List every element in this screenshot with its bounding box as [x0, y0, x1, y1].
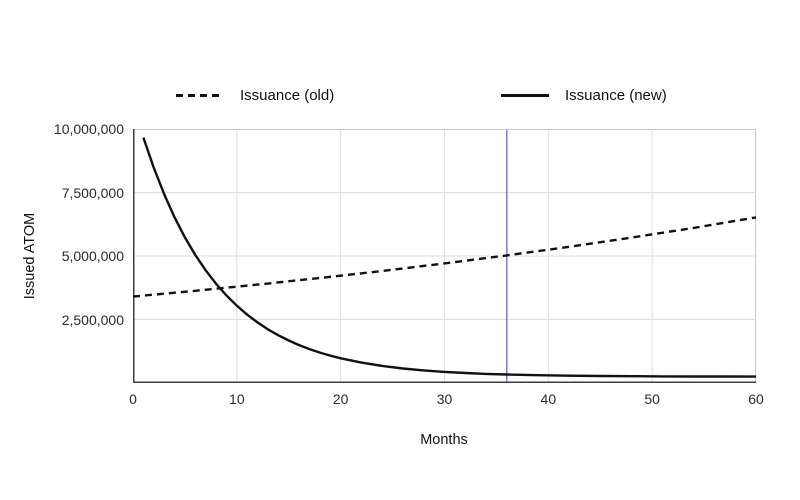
legend-item-issuance-new: Issuance (new)	[501, 86, 667, 104]
y-tick-label: 2,500,000	[61, 311, 124, 328]
legend-label-new: Issuance (new)	[565, 86, 667, 104]
x-axis-title: Months	[420, 432, 468, 448]
series-line-issuance-old	[132, 216, 757, 298]
y-tick-label: 7,500,000	[61, 184, 124, 201]
x-tick-label: 40	[540, 391, 557, 407]
y-tick-label: 5,000,000	[61, 248, 124, 264]
series-line-issuance-new	[142, 137, 757, 378]
legend-label-old: Issuance (old)	[240, 86, 335, 104]
y-tick-label: 10,000,000	[53, 121, 124, 137]
dashed-line-swatch-icon	[176, 93, 224, 97]
x-tick-label: 30	[436, 391, 453, 407]
x-tick-label: 50	[644, 391, 660, 407]
x-tick-label: 0	[129, 391, 137, 407]
chart-panel	[132, 129, 757, 383]
x-tick-label: 60	[748, 391, 764, 407]
legend-item-issuance-old: Issuance (old)	[176, 86, 334, 104]
plot-svg	[132, 129, 757, 383]
solid-line-swatch-icon	[501, 93, 549, 97]
x-tick-label: 20	[332, 391, 349, 407]
x-tick-label: 10	[229, 391, 245, 407]
